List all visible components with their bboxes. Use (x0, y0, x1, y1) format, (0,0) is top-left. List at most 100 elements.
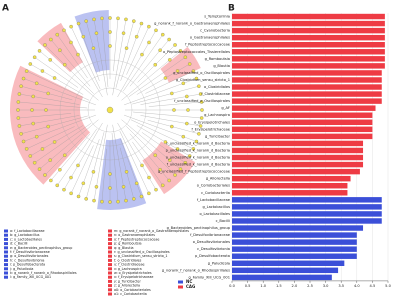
branch (26, 70, 90, 101)
node (24, 69, 29, 73)
node (52, 76, 57, 80)
node (81, 34, 86, 39)
branch (148, 101, 202, 107)
ring (87, 87, 133, 133)
node (94, 185, 99, 189)
node (94, 31, 99, 35)
node (21, 139, 26, 144)
legend-label: a1: c_Coriobacteriia (114, 292, 147, 296)
y-tick-label: g_Family_XIII_UCG_001 (189, 275, 230, 279)
legend-swatch (108, 237, 112, 241)
y-tick-label: f_Peptostreptococcaceae (185, 43, 231, 47)
branch (111, 132, 119, 202)
node (161, 183, 165, 188)
node (194, 76, 199, 81)
y-tick-label: g_norank_f_norank_o_Gastranaerophilales (154, 22, 230, 26)
node (194, 139, 199, 144)
bar (232, 77, 382, 83)
branch (120, 139, 142, 197)
legend-label: v: g_Lachnospira (114, 267, 142, 271)
legend-label: q: g_Blautia (114, 246, 134, 250)
node (76, 163, 80, 168)
y-tick-label: f_Clostridiaceae (201, 92, 230, 96)
bar (232, 161, 364, 168)
node (17, 124, 22, 128)
x-tick-label: 3.0 (323, 284, 329, 288)
branch (50, 133, 91, 181)
node (108, 172, 112, 176)
branch (57, 128, 97, 186)
node (40, 147, 45, 151)
branch (101, 148, 107, 202)
legend-label: p: g_Romboutsia (114, 242, 142, 246)
node (153, 62, 158, 67)
branch (30, 125, 84, 157)
bar (232, 91, 382, 97)
node (147, 40, 151, 45)
node (178, 49, 183, 53)
legend-label: j: g_Paludicola (9, 267, 33, 271)
legend-label: c: o_Lactobacillales (10, 237, 42, 241)
legend-swatch (108, 275, 112, 279)
legend-swatch (108, 288, 112, 292)
node (76, 52, 80, 57)
node (185, 94, 189, 99)
branch (128, 57, 186, 97)
node (116, 199, 120, 204)
node (16, 116, 21, 120)
bar (232, 218, 382, 224)
x-tick-label: 4.0 (354, 284, 360, 288)
bar (232, 20, 385, 27)
node (31, 94, 35, 99)
y-tick-label: o_Desulfovibrionales (193, 240, 230, 244)
x-tick-label: 0.0 (229, 284, 235, 288)
node (108, 16, 112, 20)
node (100, 199, 104, 204)
bar (232, 260, 345, 266)
node (186, 108, 190, 112)
legend-swatch (4, 275, 8, 279)
node (91, 170, 96, 174)
x-tick-label: 5.0 (385, 284, 391, 288)
branch (136, 63, 190, 95)
legend-label: w: o_Erysipelotrichales (114, 271, 152, 275)
bar (232, 274, 332, 281)
branch (78, 139, 100, 197)
legend-swatch (4, 229, 8, 233)
bar (232, 140, 364, 147)
legend-swatch (4, 233, 8, 237)
node (44, 108, 48, 112)
branch (19, 115, 80, 127)
node (28, 62, 33, 66)
bar (232, 183, 348, 189)
legend-label: x: f_Erysipelotrichaceae (114, 275, 153, 279)
y-tick-label: f_unclassified_o_Oscillospirales (174, 99, 230, 103)
legend-swatch (4, 258, 8, 262)
branch (70, 145, 94, 194)
x-tick-label: 3.5 (338, 284, 344, 288)
branch (117, 30, 157, 98)
legend-label: o: f_Peptostreptococcaceae (114, 237, 159, 241)
bar (232, 204, 382, 210)
node (172, 108, 176, 112)
node (147, 191, 151, 196)
node (62, 153, 67, 158)
legend-swatch (108, 229, 112, 233)
branch (19, 93, 80, 105)
legend-swatch (108, 258, 112, 262)
bar (232, 211, 382, 217)
bar (232, 105, 376, 111)
branch (126, 126, 176, 176)
branch (44, 44, 94, 94)
node (198, 92, 203, 96)
node (161, 32, 165, 37)
branch (26, 126, 75, 150)
legend-swatch (4, 242, 8, 246)
y-tick-label: g_Blautia (213, 64, 230, 68)
node (132, 197, 136, 201)
y-tick-label: g_Bacteroides_pectinophilus_group (167, 226, 231, 230)
bar (232, 119, 373, 125)
node (37, 49, 42, 53)
branch (113, 18, 119, 72)
y-tick-label: g_Lactobacillus (203, 205, 231, 209)
